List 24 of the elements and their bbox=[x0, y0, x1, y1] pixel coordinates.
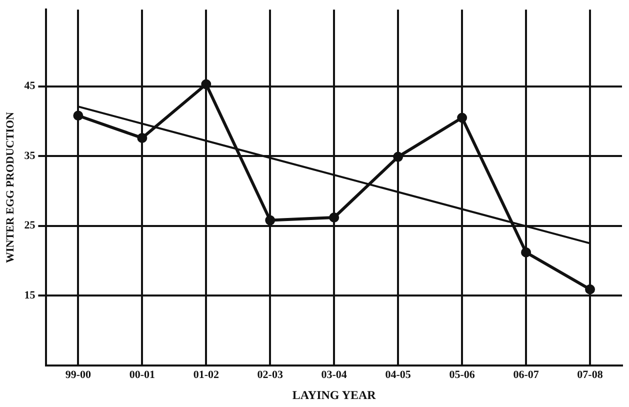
x-tick-label: 03-04 bbox=[321, 368, 348, 381]
point bbox=[201, 79, 212, 90]
point bbox=[265, 215, 276, 226]
point bbox=[393, 152, 404, 162]
y-tick-label: 15 bbox=[24, 289, 36, 302]
y-axis-title: WINTER EGG PRODUCTION bbox=[4, 112, 16, 263]
point bbox=[521, 247, 532, 258]
x-tick-label: 02-03 bbox=[257, 368, 284, 381]
x-tick-label: 07-08 bbox=[577, 368, 604, 381]
point bbox=[73, 110, 84, 121]
y-tick-label: 35 bbox=[24, 150, 36, 162]
x-tick-label: 00-01 bbox=[129, 368, 156, 381]
x-tick-label: 04-05 bbox=[385, 368, 412, 381]
point bbox=[329, 212, 340, 222]
y-tick-label: 45 bbox=[24, 80, 36, 92]
x-tick-label: 99-00 bbox=[65, 368, 92, 381]
point bbox=[585, 284, 596, 294]
point bbox=[457, 112, 468, 123]
x-tick-label: 01-02 bbox=[193, 368, 220, 381]
x-tick-label: 06-07 bbox=[513, 368, 540, 381]
y-tick-label: 25 bbox=[24, 220, 36, 232]
point bbox=[137, 132, 148, 143]
x-tick-label: 05-06 bbox=[449, 368, 476, 381]
x-axis-title: LAYING YEAR bbox=[292, 388, 376, 402]
